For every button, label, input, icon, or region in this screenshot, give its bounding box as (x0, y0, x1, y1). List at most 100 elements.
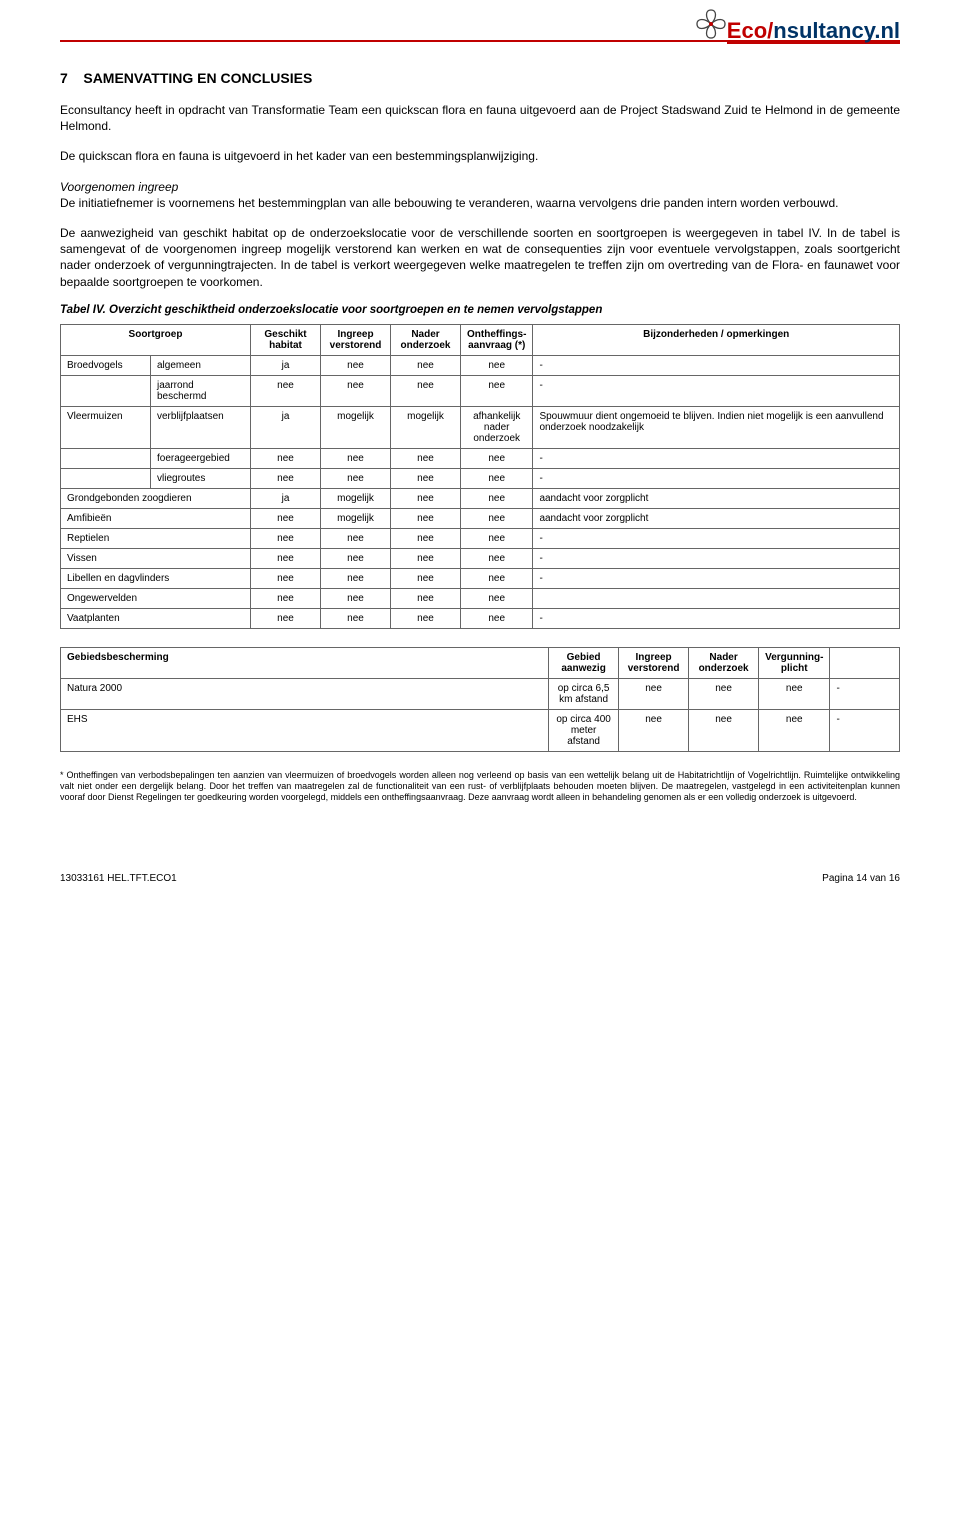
th2-aanwezig: Gebied aanwezig (549, 647, 619, 678)
cell-soortgroep: Vaatplanten (61, 608, 251, 628)
cell-soortgroep-2: verblijfplaatsen (151, 406, 251, 448)
cell-remarks: - (533, 468, 900, 488)
cell-value: nee (251, 375, 321, 406)
cell-value: nee (759, 709, 830, 751)
table-row: foerageergebiedneeneeneenee- (61, 448, 900, 468)
cell-soortgroep-1 (61, 375, 151, 406)
table-row: Ongewerveldenneeneeneenee (61, 588, 900, 608)
cell-value: op circa 400 meter afstand (549, 709, 619, 751)
th2-vergunning: Vergunning-plicht (759, 647, 830, 678)
th-soortgroep: Soortgroep (61, 324, 251, 355)
cell-value: mogelijk (321, 406, 391, 448)
cell-value: nee (251, 608, 321, 628)
cell-value: op circa 6,5 km afstand (549, 678, 619, 709)
cell-value: nee (391, 468, 461, 488)
cell-value: nee (689, 709, 759, 751)
cell-value: mogelijk (321, 508, 391, 528)
cell-remarks: aandacht voor zorgplicht (533, 488, 900, 508)
cell-value: nee (391, 548, 461, 568)
logo-mid: o (754, 18, 767, 43)
th2-nader: Nader onderzoek (689, 647, 759, 678)
cell-value: nee (391, 488, 461, 508)
cell-soortgroep: Libellen en dagvlinders (61, 568, 251, 588)
table-row: jaarrond beschermdneeneeneenee- (61, 375, 900, 406)
cell-value: nee (321, 355, 391, 375)
cell-remarks: - (830, 709, 900, 751)
cell-remarks: - (533, 528, 900, 548)
logo: Eco/nsultancy.nl (687, 12, 900, 50)
cell-soortgroep-1 (61, 468, 151, 488)
cell-soortgroep: Ongewervelden (61, 588, 251, 608)
cell-remarks: - (533, 608, 900, 628)
cell-value: nee (391, 528, 461, 548)
cell-value: nee (759, 678, 830, 709)
logo-text: Eco/nsultancy.nl (727, 18, 900, 44)
section-heading: 7 SAMENVATTING EN CONCLUSIES (60, 70, 900, 86)
cell-value: nee (689, 678, 759, 709)
cell-value: nee (391, 508, 461, 528)
cell-remarks (533, 588, 900, 608)
cell-value: nee (461, 488, 533, 508)
para-1: Econsultancy heeft in opdracht van Trans… (60, 102, 900, 134)
table-header-row: Soortgroep Geschikt habitat Ingreep vers… (61, 324, 900, 355)
cell-remarks: Spouwmuur dient ongemoeid te blijven. In… (533, 406, 900, 448)
cell-value: nee (461, 508, 533, 528)
table2-header-row: Gebiedsbescherming Gebied aanwezig Ingre… (61, 647, 900, 678)
cell-value: nee (251, 468, 321, 488)
th2-gebied: Gebiedsbescherming (61, 647, 549, 678)
page: Eco/nsultancy.nl 7 SAMENVATTING EN CONCL… (0, 0, 960, 904)
table-row: Vissenneeneeneenee- (61, 548, 900, 568)
cell-remarks: - (533, 548, 900, 568)
footer-left: 13033161 HEL.TFT.ECO1 (60, 873, 177, 884)
th-ontheffing: Ontheffings-aanvraag (*) (461, 324, 533, 355)
cell-value: nee (321, 588, 391, 608)
footer: 13033161 HEL.TFT.ECO1 Pagina 14 van 16 (60, 863, 900, 884)
cell-value: nee (391, 448, 461, 468)
cell-value: nee (391, 355, 461, 375)
cell-remarks: - (830, 678, 900, 709)
cell-value: nee (461, 375, 533, 406)
table-row: Grondgebonden zoogdierenjamogelijkneenee… (61, 488, 900, 508)
heading-title: SAMENVATTING EN CONCLUSIES (83, 70, 312, 86)
cell-value: nee (321, 528, 391, 548)
cell-soortgroep-1 (61, 448, 151, 468)
footer-right: Pagina 14 van 16 (822, 873, 900, 884)
logo-suffix: nsultancy (773, 18, 874, 43)
cell-remarks: - (533, 568, 900, 588)
cell-value: nee (251, 568, 321, 588)
cell-value: nee (251, 508, 321, 528)
logo-ext: .nl (874, 18, 900, 43)
th-remarks: Bijzonderheden / opmerkingen (533, 324, 900, 355)
table-row: Vleermuizenverblijfplaatsenjamogelijkmog… (61, 406, 900, 448)
cell-value: ja (251, 488, 321, 508)
table-row: vliegroutesneeneeneenee- (61, 468, 900, 488)
para-3-heading: Voorgenomen ingreep (60, 179, 900, 195)
heading-number: 7 (60, 70, 68, 86)
cell-value: nee (461, 355, 533, 375)
cell-value: mogelijk (321, 488, 391, 508)
cell-value: nee (461, 608, 533, 628)
table-row: Reptielenneeneeneenee- (61, 528, 900, 548)
cell-value: nee (461, 528, 533, 548)
cell-soortgroep: Amfibieën (61, 508, 251, 528)
cell-value: nee (321, 548, 391, 568)
table-row: EHSop circa 400 meter afstandneeneenee- (61, 709, 900, 751)
cell-value: nee (321, 375, 391, 406)
cell-soortgroep-2: algemeen (151, 355, 251, 375)
th-nader: Nader onderzoek (391, 324, 461, 355)
cell-soortgroep-1: Vleermuizen (61, 406, 151, 448)
cell-value: ja (251, 355, 321, 375)
cell-value: nee (461, 568, 533, 588)
cell-value: nee (619, 709, 689, 751)
table-row: Broedvogelsalgemeenjaneeneenee- (61, 355, 900, 375)
cell-soortgroep-2: foerageergebied (151, 448, 251, 468)
table-soortgroep: Soortgroep Geschikt habitat Ingreep vers… (60, 324, 900, 629)
th-ingreep: Ingreep verstorend (321, 324, 391, 355)
cell-value: ja (251, 406, 321, 448)
table-caption: Tabel IV. Overzicht geschiktheid onderzo… (60, 304, 900, 316)
para-2: De quickscan flora en fauna is uitgevoer… (60, 148, 900, 164)
para-3-body: De initiatiefnemer is voornemens het bes… (60, 195, 900, 211)
cell-value: nee (391, 608, 461, 628)
table-row: Natura 2000op circa 6,5 km afstandneenee… (61, 678, 900, 709)
th2-ingreep: Ingreep verstorend (619, 647, 689, 678)
